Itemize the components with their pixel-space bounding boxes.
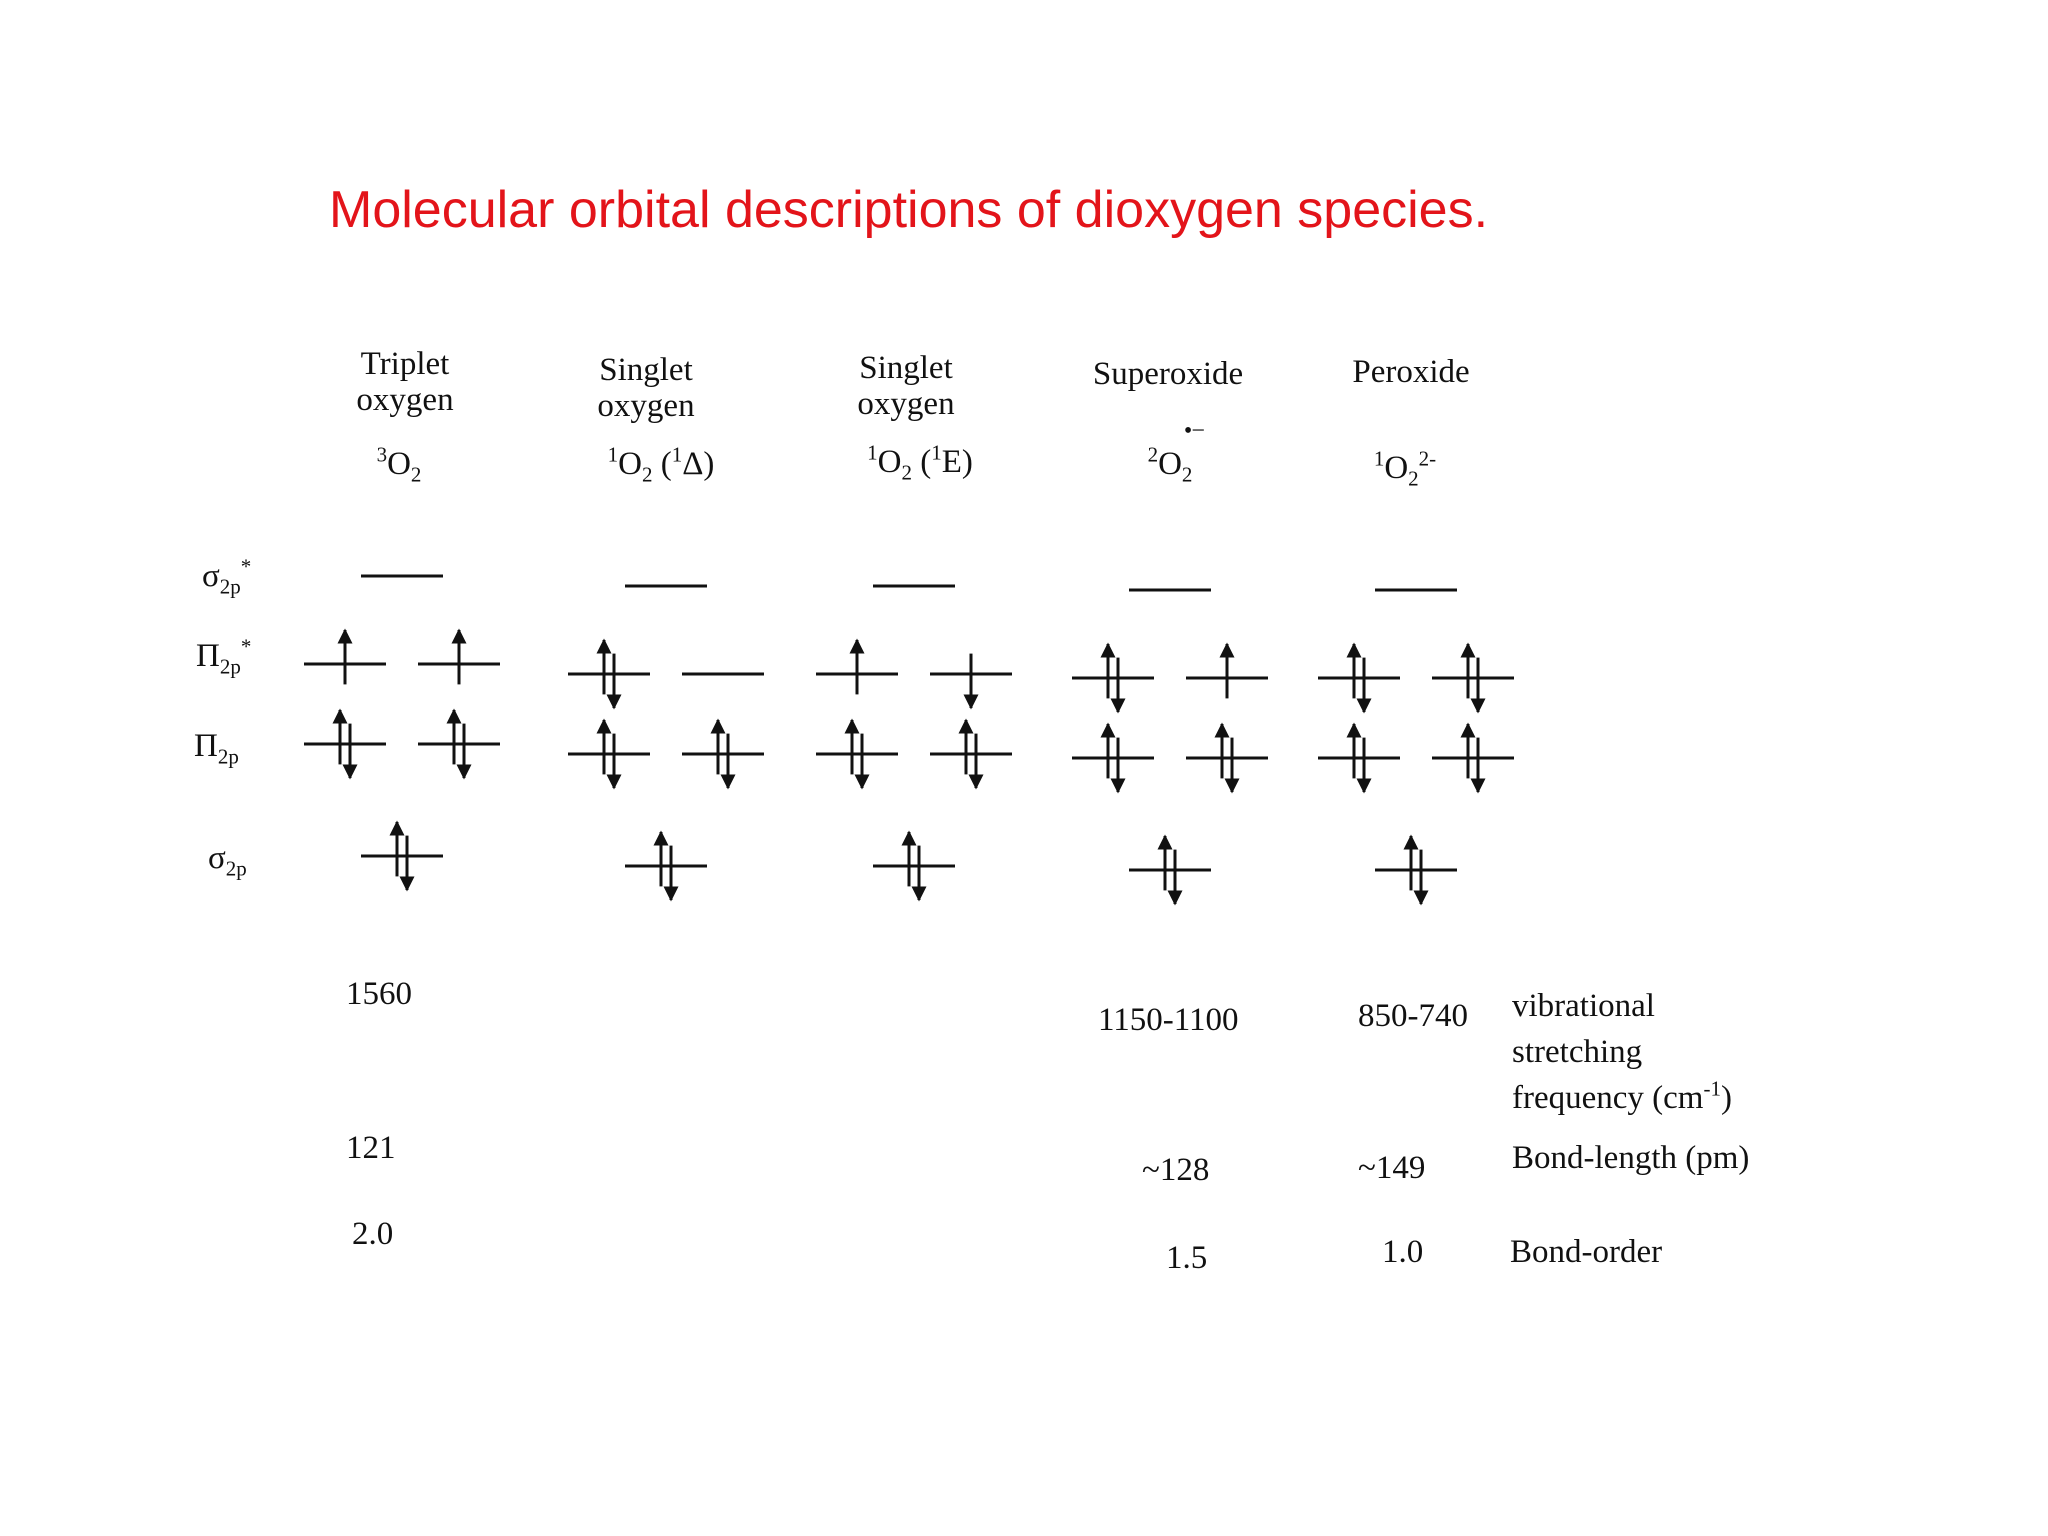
bond-length-peroxide: ~149 xyxy=(1358,1150,1426,1186)
vib-label: vibrational stretching frequency (cm-1) xyxy=(1512,988,1732,1116)
bond-length-label: Bond-length (pm) xyxy=(1512,1140,1750,1176)
vib-superoxide: 1150-1100 xyxy=(1098,1002,1239,1038)
orbital-label-sigma-star: σ2p* xyxy=(202,554,252,599)
bond-length-triplet: 121 xyxy=(346,1130,396,1166)
orbital-label-sigma: σ2p xyxy=(208,840,247,881)
bond-order-superoxide: 1.5 xyxy=(1166,1240,1208,1276)
bond-order-triplet: 2.0 xyxy=(352,1216,394,1252)
species-header-peroxide: Peroxide xyxy=(1352,354,1470,390)
formula-superoxide: 2O2 •− xyxy=(1147,418,1205,487)
bond-order-peroxide: 1.0 xyxy=(1382,1234,1424,1270)
slide-title: Molecular orbital descriptions of dioxyg… xyxy=(329,181,1489,239)
orbital-label-pi: Π2p xyxy=(194,728,239,769)
species-header-triplet: Triplet oxygen xyxy=(356,346,454,418)
species-header-superoxide: Superoxide xyxy=(1092,356,1244,392)
orbital-label-pi-star: Π2p* xyxy=(196,634,252,679)
formula-singlet-e: 1O2 (1E) xyxy=(867,440,973,485)
formula-singlet-delta: 1O2 (1Δ) xyxy=(607,442,715,487)
vib-triplet: 1560 xyxy=(346,976,412,1012)
bond-order-label: Bond-order xyxy=(1510,1234,1663,1270)
species-header-singlet-e: Singlet oxygen xyxy=(857,350,955,422)
radical-anion-mark: •− xyxy=(1183,418,1205,444)
formula-peroxide: 1O22- xyxy=(1373,446,1437,491)
vib-peroxide: 850-740 xyxy=(1358,998,1468,1034)
bond-length-superoxide: ~128 xyxy=(1142,1152,1210,1188)
formula-triplet: 3O2 xyxy=(376,442,422,487)
species-header-singlet-delta: Singlet oxygen xyxy=(597,352,695,424)
